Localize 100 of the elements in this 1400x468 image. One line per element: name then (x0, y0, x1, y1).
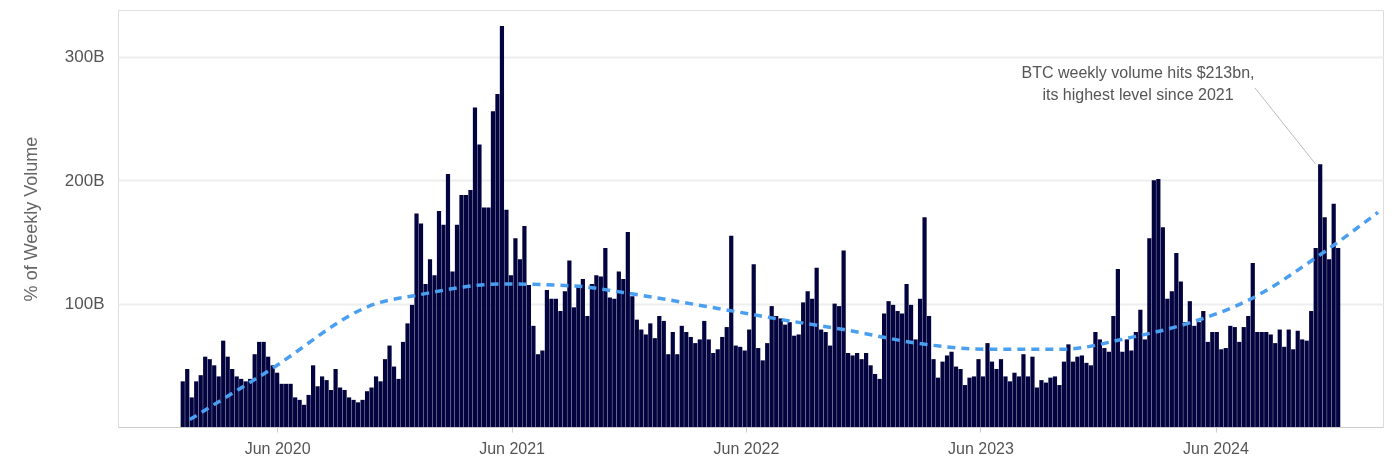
bar (661, 320, 666, 427)
bar (998, 359, 1004, 427)
bar (670, 332, 675, 427)
bar (364, 391, 370, 427)
x-tick-label: Jun 2024 (1183, 439, 1250, 457)
bar (261, 341, 266, 427)
bar (1277, 329, 1282, 427)
bar (311, 365, 316, 427)
bar (1156, 179, 1161, 427)
bar (738, 346, 743, 427)
bar (1138, 309, 1143, 427)
bar (1039, 380, 1044, 427)
bar (657, 315, 662, 427)
bar (944, 355, 950, 427)
x-tick-label: Jun 2023 (948, 439, 1014, 457)
bar (832, 303, 837, 427)
bar (207, 359, 212, 427)
bar (185, 369, 190, 427)
bar (1318, 164, 1323, 427)
bar (823, 332, 828, 427)
bar (1174, 253, 1179, 427)
bar (679, 325, 684, 427)
bar (1228, 325, 1233, 427)
bar (459, 195, 464, 427)
bar (1295, 330, 1300, 427)
x-tick-label: Jun 2020 (244, 439, 311, 457)
bar (594, 275, 599, 427)
bar (324, 380, 329, 427)
bar (702, 320, 707, 427)
bar (949, 351, 954, 427)
bar (864, 352, 869, 427)
bar (472, 107, 478, 427)
bar (922, 217, 927, 427)
bar (985, 343, 990, 427)
bar (284, 383, 289, 427)
bar (1286, 329, 1291, 427)
bar (958, 369, 963, 427)
bar (751, 264, 756, 427)
x-tick-label: Jun 2021 (479, 439, 546, 457)
bar (513, 238, 518, 427)
bar (814, 267, 819, 427)
bar (522, 225, 527, 427)
bar (603, 248, 608, 427)
bar (373, 376, 379, 427)
bar (787, 322, 792, 427)
bar (342, 389, 347, 427)
bar (243, 381, 248, 427)
bar (778, 318, 783, 427)
bar (1250, 262, 1255, 427)
bar (1048, 377, 1053, 427)
bar (445, 174, 451, 427)
bar (886, 301, 891, 427)
bar (221, 340, 226, 427)
bar (967, 377, 972, 427)
bar (648, 323, 653, 427)
annotation: BTC weekly volume hits $213bn, its highest level since 2021 (1021, 64, 1255, 103)
bar (841, 250, 846, 427)
bar (1075, 356, 1080, 427)
bar (544, 290, 549, 427)
bar (414, 213, 419, 427)
y-tick-label: 200B (64, 170, 105, 190)
bar (769, 306, 774, 427)
bar (1079, 355, 1085, 427)
bar (1331, 203, 1336, 427)
bar (890, 304, 896, 427)
bar (427, 259, 433, 427)
bar (499, 26, 505, 427)
bar (553, 298, 558, 427)
bar (297, 399, 302, 427)
bar (1066, 344, 1071, 427)
bar (904, 283, 909, 427)
line-series (188, 210, 1380, 422)
bar (333, 369, 338, 427)
bar (436, 211, 442, 427)
bar (1151, 180, 1156, 427)
y-axis-title: % of Weekly Volume (20, 136, 41, 302)
bar (729, 235, 734, 427)
bar (1012, 372, 1017, 427)
bar (1264, 332, 1269, 427)
bar (1030, 356, 1035, 427)
y-tick-label: 300B (64, 47, 105, 67)
bar (1021, 354, 1026, 427)
bar (688, 336, 693, 427)
bar (805, 291, 810, 427)
bar (567, 260, 572, 427)
bar (625, 232, 630, 427)
bar (351, 399, 356, 427)
bar (257, 341, 262, 427)
bar (355, 402, 361, 427)
bar (1232, 327, 1237, 427)
bar (1043, 382, 1049, 427)
bar (1214, 332, 1219, 427)
bar (288, 383, 293, 427)
bar (976, 359, 981, 427)
bar (1115, 269, 1120, 427)
bar (1268, 334, 1273, 427)
bar (1093, 332, 1098, 427)
bar (580, 278, 585, 427)
bar (1201, 311, 1206, 427)
bar (616, 271, 621, 427)
